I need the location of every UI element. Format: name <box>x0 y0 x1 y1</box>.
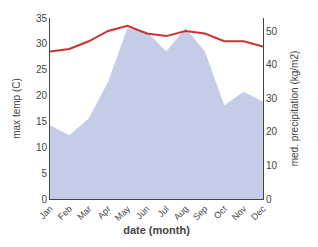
svg-text:40: 40 <box>266 59 278 70</box>
svg-text:30: 30 <box>36 38 48 49</box>
svg-text:20: 20 <box>266 126 278 137</box>
svg-text:30: 30 <box>266 93 278 104</box>
svg-text:15: 15 <box>36 116 48 127</box>
svg-text:Apr: Apr <box>96 204 113 221</box>
svg-text:Jan: Jan <box>37 204 54 221</box>
svg-text:10: 10 <box>36 142 48 153</box>
svg-text:May: May <box>113 203 132 222</box>
svg-text:5: 5 <box>41 168 47 179</box>
svg-text:Nov: Nov <box>230 203 249 222</box>
svg-text:Feb: Feb <box>56 204 74 222</box>
svg-text:med. precipitation (kg/m2): med. precipitation (kg/m2) <box>289 51 300 167</box>
svg-text:20: 20 <box>36 90 48 101</box>
svg-text:Oct: Oct <box>212 203 229 220</box>
svg-text:Mar: Mar <box>75 204 93 222</box>
svg-text:35: 35 <box>36 13 48 24</box>
svg-text:Sep: Sep <box>191 204 209 222</box>
svg-text:0: 0 <box>266 194 272 205</box>
svg-text:Aug: Aug <box>172 204 190 222</box>
svg-text:10: 10 <box>266 160 278 171</box>
svg-text:Jun: Jun <box>134 204 151 221</box>
svg-text:50: 50 <box>266 26 278 37</box>
svg-text:Jul: Jul <box>156 204 171 219</box>
svg-text:Dec: Dec <box>249 203 268 222</box>
svg-text:25: 25 <box>36 64 48 75</box>
svg-text:0: 0 <box>41 194 47 205</box>
svg-text:date (month): date (month) <box>123 224 190 236</box>
svg-text:max temp (C): max temp (C) <box>11 78 22 139</box>
